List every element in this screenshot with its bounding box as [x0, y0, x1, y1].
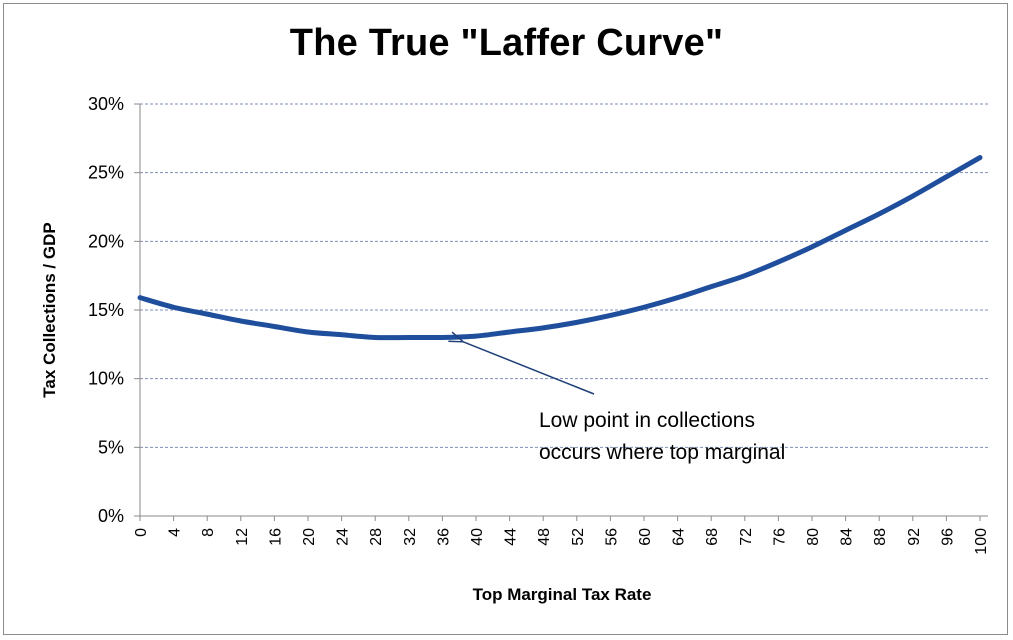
y-tick-label: 30%: [88, 94, 124, 114]
y-tick-label: 25%: [88, 163, 124, 183]
y-tick-label: 5%: [98, 437, 124, 457]
y-axis-label: Tax Collections / GDP: [40, 222, 59, 397]
x-tick-label: 80: [805, 528, 822, 546]
x-axis-label: Top Marginal Tax Rate: [473, 585, 652, 604]
x-tick-label: 68: [704, 528, 721, 546]
x-tick-label: 64: [671, 528, 688, 546]
annotation-line-1: Low point in collections: [539, 409, 755, 432]
x-tick-label: 52: [570, 528, 587, 546]
x-tick-label: 44: [503, 528, 520, 546]
annotation-arrow: [463, 342, 595, 395]
x-tick-label: 60: [637, 528, 654, 546]
x-tick-label: 28: [368, 528, 385, 546]
series-line: [137, 155, 983, 341]
x-tick-label: 56: [603, 528, 620, 546]
x-tick-label: 72: [738, 528, 755, 546]
x-tick-label: 84: [839, 528, 856, 546]
x-tick-label: 88: [872, 528, 889, 546]
x-tick-label: 100: [973, 528, 990, 555]
x-tick-label: 0: [133, 528, 150, 537]
x-tick-label: 32: [402, 528, 419, 546]
x-tick-label: 40: [469, 528, 486, 546]
x-tick-label: 8: [200, 528, 217, 537]
chart-title: The True "Laffer Curve": [289, 22, 724, 64]
x-tick-label: 16: [267, 528, 284, 546]
y-tick-label: 20%: [88, 231, 124, 251]
x-tick-label: 12: [234, 528, 251, 546]
x-tick-label: 20: [301, 528, 318, 546]
x-tick-label: 36: [435, 528, 452, 546]
annotation-line-2: occurs where top marginal: [539, 441, 785, 464]
y-tick-label: 0%: [98, 506, 124, 526]
chart-frame: [3, 3, 1008, 635]
x-tick-label: 24: [335, 528, 352, 546]
x-tick-label: 4: [167, 528, 184, 537]
x-tick-label: 92: [906, 528, 923, 546]
x-tick-label: 48: [536, 528, 553, 546]
y-tick-label: 15%: [88, 300, 124, 320]
y-tick-label: 10%: [88, 369, 124, 389]
x-tick-label: 96: [939, 528, 956, 546]
x-tick-label: 76: [771, 528, 788, 546]
